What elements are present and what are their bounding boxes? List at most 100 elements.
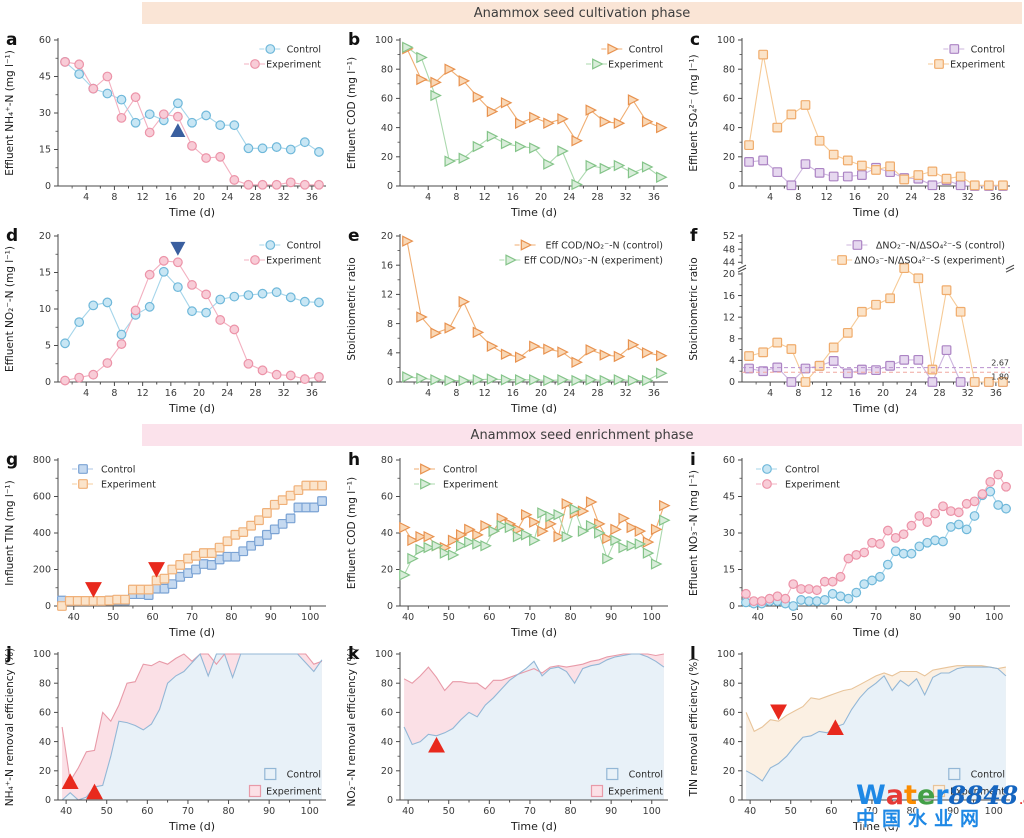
- svg-text:12: 12: [479, 388, 491, 399]
- chart-a-svg: 4 8 12 16 20 24 28 32 36 0 15 30 45 60 Time (d) Effluen…: [4, 35, 326, 219]
- svg-text:Experiment: Experiment: [443, 480, 498, 491]
- svg-text:0: 0: [729, 377, 735, 388]
- chart-e-svg: 4 8 12 16 20 24 28 32 36 0 4 8 12 16 20 Time (d) Stoichi…: [346, 231, 668, 415]
- svg-text:ΔNO₂⁻-N/ΔSO₄²⁻-S (control): ΔNO₂⁻-N/ΔSO₄²⁻-S (control): [876, 241, 1005, 252]
- svg-text:Time (d): Time (d): [852, 820, 899, 833]
- svg-text:70: 70: [866, 806, 878, 817]
- svg-text:0: 0: [729, 795, 735, 806]
- svg-text:36: 36: [648, 192, 660, 203]
- svg-text:60: 60: [831, 612, 843, 623]
- svg-text:0: 0: [45, 795, 51, 806]
- panel-letter-a: a: [6, 30, 18, 50]
- svg-text:Stoichiometric ratio: Stoichiometric ratio: [346, 257, 358, 360]
- svg-text:32: 32: [278, 192, 290, 203]
- svg-text:24: 24: [221, 192, 233, 203]
- svg-text:12: 12: [821, 388, 833, 399]
- svg-text:40: 40: [381, 123, 393, 134]
- svg-text:90: 90: [949, 612, 961, 623]
- chart-c-svg: 4 8 12 16 20 24 28 32 36 0 20 40 60 80 100 Time (d) Effl…: [688, 35, 1010, 219]
- svg-text:200: 200: [33, 565, 51, 576]
- svg-text:Time (d): Time (d): [852, 402, 899, 415]
- svg-text:90: 90: [265, 612, 277, 623]
- banner-cultivation-phase: Anammox seed cultivation phase: [142, 2, 1022, 24]
- chart-l-svg: 40 50 60 70 80 90 100 0 20 40 60 80 100 Time (d) TIN r…: [688, 649, 1010, 833]
- svg-text:Control: Control: [101, 465, 135, 476]
- panel-c: c 4 8 12 16 20 24 28 32 36 0 20 40 60 80 100 Time (d) Ef…: [684, 30, 1024, 224]
- svg-text:80: 80: [381, 455, 393, 466]
- svg-text:80: 80: [381, 678, 393, 689]
- svg-text:4: 4: [387, 348, 393, 359]
- panel-k: k 40 50 60 70 80 90 100 0 20 40 60 80 100 Time (d) NO₂…: [342, 644, 682, 838]
- svg-text:12: 12: [137, 388, 149, 399]
- svg-text:12: 12: [723, 312, 735, 323]
- svg-text:Stoichiometric ratio: Stoichiometric ratio: [688, 257, 700, 360]
- svg-text:Time (d): Time (d): [510, 402, 557, 415]
- svg-text:60: 60: [483, 612, 495, 623]
- svg-text:20: 20: [535, 192, 547, 203]
- svg-text:Effluent SO₄²⁻ (mg l⁻¹): Effluent SO₄²⁻ (mg l⁻¹): [688, 54, 700, 171]
- svg-text:36: 36: [306, 388, 318, 399]
- svg-text:20: 20: [193, 192, 205, 203]
- svg-text:60: 60: [723, 94, 735, 105]
- svg-text:10: 10: [39, 304, 51, 315]
- svg-text:100: 100: [375, 649, 393, 660]
- svg-text:ΔNO₃⁻-N/ΔSO₄²⁻-S (experiment): ΔNO₃⁻-N/ΔSO₄²⁻-S (experiment): [854, 256, 1005, 267]
- svg-text:Control: Control: [971, 45, 1005, 56]
- svg-text:24: 24: [905, 388, 917, 399]
- svg-text:8: 8: [795, 192, 801, 203]
- svg-text:60: 60: [39, 35, 51, 46]
- svg-text:20: 20: [535, 388, 547, 399]
- svg-text:100: 100: [301, 806, 319, 817]
- svg-text:45: 45: [723, 492, 735, 503]
- svg-text:32: 32: [620, 388, 632, 399]
- panel-letter-l: l: [690, 644, 696, 664]
- svg-text:Control: Control: [785, 465, 819, 476]
- svg-text:12: 12: [137, 192, 149, 203]
- svg-text:600: 600: [33, 492, 51, 503]
- svg-text:40: 40: [60, 806, 72, 817]
- svg-text:50: 50: [107, 612, 119, 623]
- svg-text:20: 20: [877, 388, 889, 399]
- svg-text:20: 20: [193, 388, 205, 399]
- svg-text:4: 4: [425, 388, 431, 399]
- svg-text:40: 40: [381, 737, 393, 748]
- svg-text:0: 0: [387, 601, 393, 612]
- svg-text:15: 15: [723, 565, 735, 576]
- svg-text:8: 8: [729, 334, 735, 345]
- svg-text:800: 800: [33, 455, 51, 466]
- svg-text:30: 30: [723, 528, 735, 539]
- svg-text:40: 40: [402, 806, 414, 817]
- svg-text:8: 8: [453, 192, 459, 203]
- svg-text:40: 40: [381, 528, 393, 539]
- svg-text:Experiment: Experiment: [101, 480, 156, 491]
- svg-text:48: 48: [723, 244, 735, 255]
- panel-letter-k: k: [348, 644, 360, 664]
- svg-text:20: 20: [723, 269, 735, 280]
- svg-text:8: 8: [111, 388, 117, 399]
- svg-text:16: 16: [381, 260, 393, 271]
- panel-j: j 40 50 60 70 80 90 100 0 20 40 60 80 100 Time (d) NH₄…: [0, 644, 340, 838]
- svg-text:60: 60: [381, 708, 393, 719]
- svg-text:20: 20: [381, 565, 393, 576]
- panel-letter-h: h: [348, 450, 361, 470]
- svg-text:40: 40: [723, 737, 735, 748]
- panel-g: g 40 50 60 70 80 90 100 0 200 400 600 800 Time (d) In…: [0, 450, 340, 644]
- svg-text:Control: Control: [287, 45, 321, 56]
- svg-text:4: 4: [83, 192, 89, 203]
- svg-text:60: 60: [723, 455, 735, 466]
- watermark-letter: t: [904, 780, 917, 811]
- svg-text:50: 50: [791, 612, 803, 623]
- svg-text:20: 20: [723, 152, 735, 163]
- svg-text:Influent TIN (mg l⁻¹): Influent TIN (mg l⁻¹): [4, 480, 16, 585]
- watermark-dot-com: .com: [1019, 796, 1024, 807]
- svg-text:50: 50: [443, 612, 455, 623]
- svg-text:32: 32: [962, 192, 974, 203]
- panel-e: e 4 8 12 16 20 24 28 32 36 0 4 8 12 16 20 Time (d) Stoic…: [342, 226, 682, 420]
- panel-b: b 4 8 12 16 20 24 28 32 36 0 20 40 60 80 100 Time (d) Ef…: [342, 30, 682, 224]
- svg-text:Time (d): Time (d): [852, 626, 899, 639]
- svg-text:40: 40: [752, 612, 764, 623]
- svg-text:60: 60: [39, 708, 51, 719]
- svg-text:32: 32: [278, 388, 290, 399]
- svg-text:20: 20: [381, 766, 393, 777]
